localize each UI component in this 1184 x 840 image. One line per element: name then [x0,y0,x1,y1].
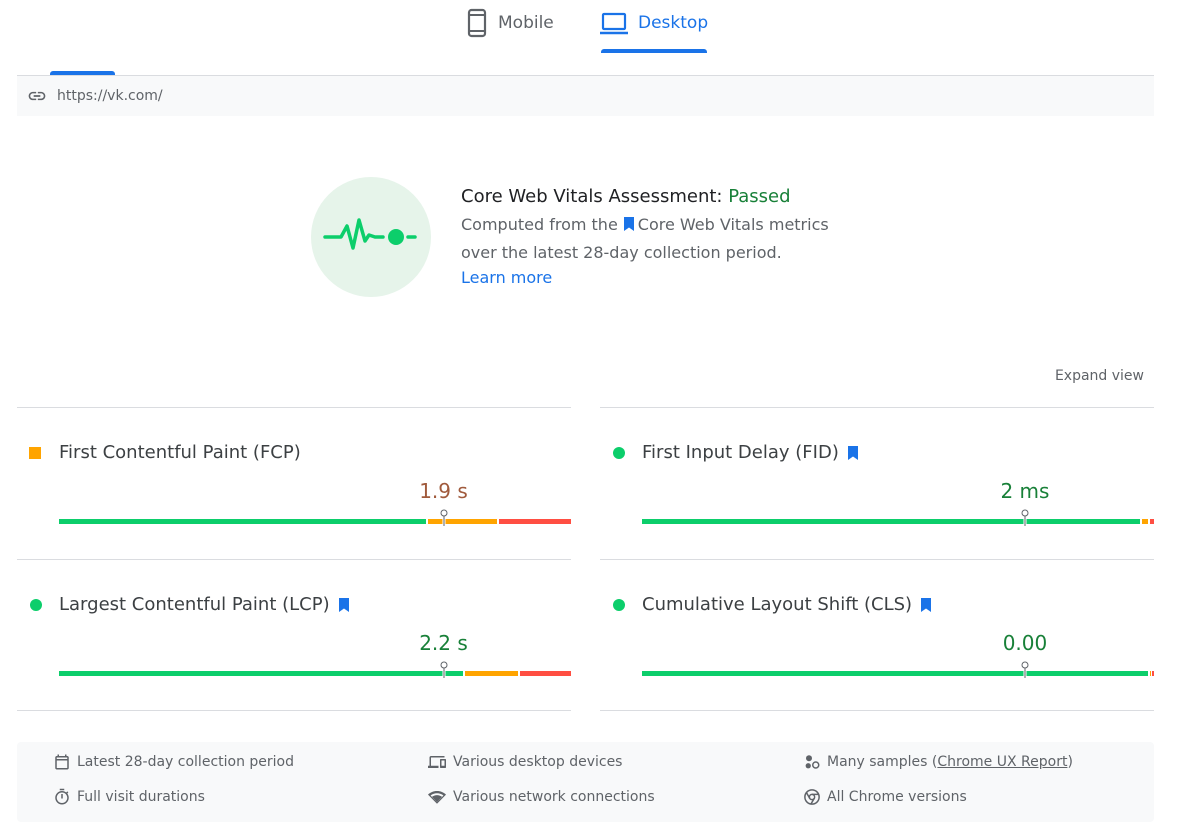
metric-name-text: Largest Contentful Paint (LCP) [59,594,330,615]
metric-value: 2 ms [1000,479,1050,503]
info-network-text: Various network connections [453,789,655,805]
info-samples: Many samples (Chrome UX Report) [803,752,1073,772]
value-marker-icon [440,661,448,679]
average-segment [1149,671,1151,676]
distribution-bar [59,509,571,527]
chrome-ux-report-link[interactable]: Chrome UX Report [937,754,1068,770]
average-segment [1141,519,1149,524]
bookmark-icon [847,446,858,460]
assessment-summary: Core Web Vitals Assessment: Passed Compu… [461,185,881,290]
tab-desktop[interactable]: Desktop [600,8,708,54]
core-web-vitals-badge [311,177,431,297]
stopwatch-icon [55,788,69,805]
info-devices: Various desktop devices [427,752,622,772]
assessment-description: Computed from the Core Web Vitals metrics… [461,211,881,266]
assessment-title-text: Core Web Vitals Assessment: [461,186,729,207]
url-bar: https://vk.com/ [17,76,1154,116]
network-wifi-icon [428,791,446,804]
distribution-bar [642,661,1154,679]
tab-desktop-label: Desktop [638,13,709,33]
good-indicator-icon [613,447,625,459]
link-icon [28,91,46,101]
expand-view-button[interactable]: Expand view [1054,368,1144,384]
smartphone-icon [467,8,487,38]
assessment-title: Core Web Vitals Assessment: Passed [461,185,881,209]
value-marker-icon [440,509,448,527]
metric-fid: First Input Delay (FID) 2 ms [600,407,1154,559]
chrome-icon [804,789,820,805]
devices-icon [428,756,446,768]
info-collection-period: Latest 28-day collection period [53,752,294,772]
metric-value: 1.9 s [419,479,468,503]
learn-more-link[interactable]: Learn more [461,268,553,287]
info-collection-period-text: Latest 28-day collection period [77,754,294,770]
info-chrome-versions-text: All Chrome versions [827,789,967,805]
distribution-bar [59,661,571,679]
section-tab-indicator [50,71,115,75]
average-segment [427,519,498,524]
info-devices-text: Various desktop devices [453,754,623,770]
good-segment [642,519,1140,524]
good-indicator-icon [30,599,42,611]
metric-value: 0.00 [1002,631,1048,655]
assessment-status: Passed [728,186,791,207]
metric-fcp: First Contentful Paint (FCP) 1.9 s [17,407,571,559]
good-segment [59,519,426,524]
good-indicator-icon [613,599,625,611]
value-marker-icon [1021,661,1029,679]
calendar-icon [55,754,69,770]
info-samples-prefix: Many samples ( [827,754,938,770]
poor-segment [1151,671,1154,676]
info-durations-text: Full visit durations [77,789,205,805]
metric-lcp: Largest Contentful Paint (LCP) 2.2 s [17,559,571,711]
tab-mobile[interactable]: Mobile [466,8,554,54]
page-url: https://vk.com/ [57,88,163,104]
metric-cls: Cumulative Layout Shift (CLS) 0.00 [600,559,1154,711]
pulse-icon [323,218,417,250]
info-samples-suffix: ) [1067,754,1073,770]
tab-mobile-label: Mobile [498,13,554,33]
assessment-desc-line2: over the latest 28-day collection period… [461,243,782,262]
poor-segment [1150,519,1154,524]
info-durations: Full visit durations [53,787,205,807]
metric-name: Cumulative Layout Shift (CLS) [642,593,932,617]
metric-name-text: Cumulative Layout Shift (CLS) [642,594,913,615]
good-segment [642,671,1148,676]
metric-name-text: First Input Delay (FID) [642,442,839,463]
divider [17,75,1154,76]
metric-name: First Contentful Paint (FCP) [59,441,301,465]
active-tab-indicator [601,49,707,53]
distribution-bar [642,509,1154,527]
bookmark-icon [623,212,634,239]
poor-segment [520,671,571,676]
metric-name-text: First Contentful Paint (FCP) [59,442,301,463]
poor-segment [499,519,571,524]
info-network: Various network connections [427,787,655,807]
good-segment [59,671,463,676]
device-tabs: Mobile Desktop [0,0,1184,54]
metric-name: First Input Delay (FID) [642,441,858,465]
bookmark-icon [338,598,349,612]
metric-name: Largest Contentful Paint (LCP) [59,593,349,617]
assessment-desc-part2: Core Web Vitals metrics [637,215,829,234]
data-source-info: Latest 28-day collection period Various … [17,742,1154,822]
assessment-desc-part1: Computed from the [461,215,618,234]
info-chrome-versions: All Chrome versions [803,787,967,807]
metric-value: 2.2 s [419,631,468,655]
average-segment [464,671,519,676]
value-marker-icon [1021,509,1029,527]
laptop-icon [600,12,628,35]
average-indicator-icon [29,447,41,459]
samples-icon [805,755,820,769]
bookmark-icon [921,598,932,612]
